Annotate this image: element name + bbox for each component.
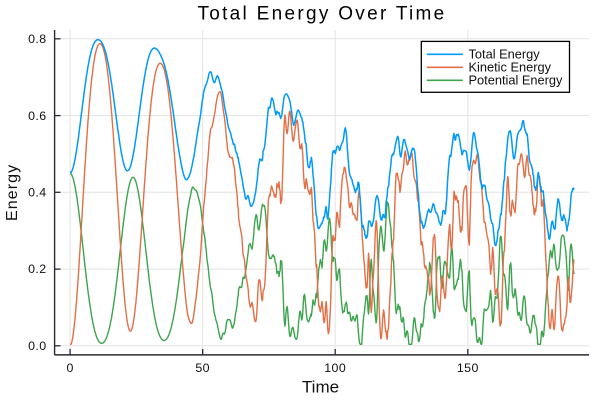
svg-text:Time: Time [302, 378, 339, 397]
svg-text:Potential Energy: Potential Energy [469, 73, 564, 88]
svg-text:Kinetic Energy: Kinetic Energy [469, 60, 552, 75]
svg-text:Total Energy: Total Energy [469, 47, 541, 62]
svg-text:Energy: Energy [4, 164, 21, 221]
svg-text:50: 50 [195, 361, 210, 375]
svg-text:0: 0 [66, 361, 73, 375]
svg-text:0.4: 0.4 [28, 186, 46, 200]
svg-text:Total Energy Over Time: Total Energy Over Time [197, 4, 446, 25]
svg-text:0.6: 0.6 [28, 109, 46, 123]
svg-text:0.0: 0.0 [28, 339, 46, 353]
svg-text:0.2: 0.2 [28, 262, 46, 276]
svg-text:100: 100 [324, 361, 346, 375]
svg-text:150: 150 [457, 361, 479, 375]
svg-text:0.8: 0.8 [28, 32, 46, 46]
